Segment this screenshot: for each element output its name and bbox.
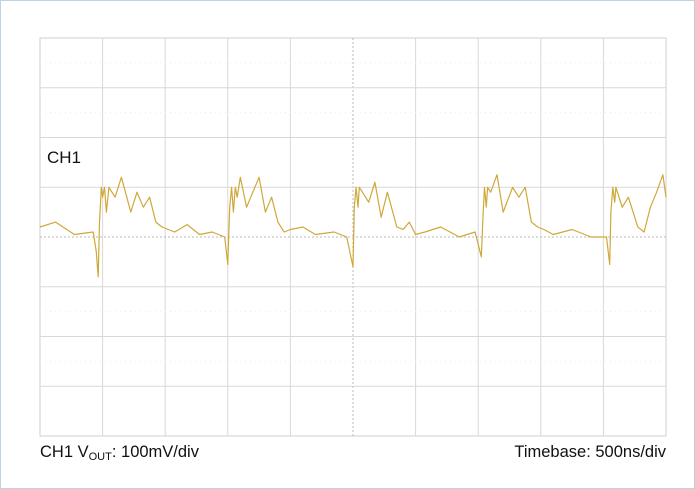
- channel-label: CH1: [47, 148, 82, 167]
- scale-prefix: CH1 V: [40, 443, 89, 461]
- scale-subscript: OUT: [88, 451, 112, 463]
- ch1-trace: [39, 174, 667, 278]
- timebase-label: Timebase: 500ns/div: [514, 443, 666, 461]
- vertical-scale-label: CH1 VOUT: 100mV/div: [40, 443, 199, 463]
- scope-grid: [39, 37, 667, 437]
- scale-suffix: : 100mV/div: [111, 443, 199, 461]
- trace-layer: [39, 174, 667, 278]
